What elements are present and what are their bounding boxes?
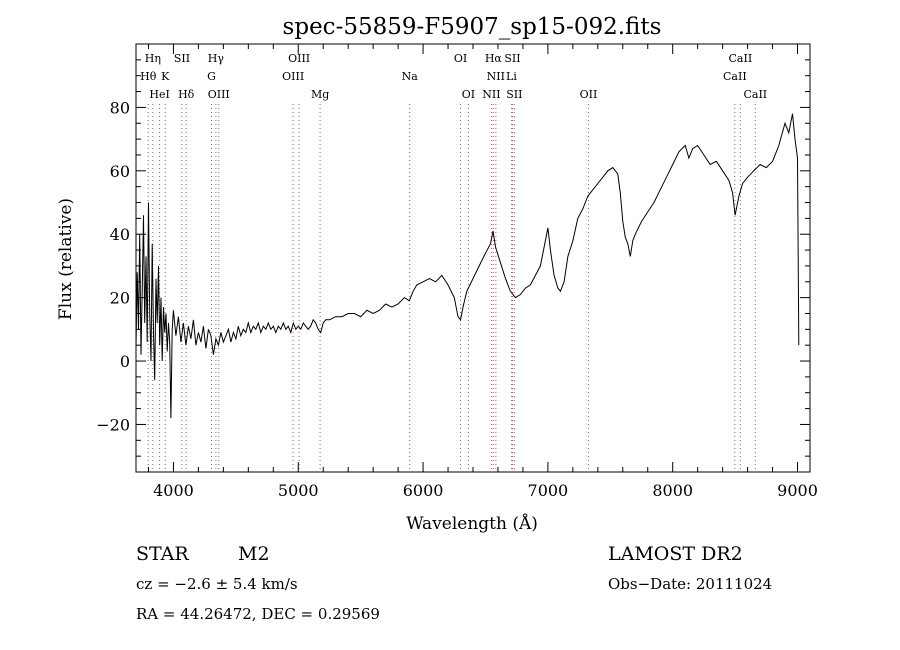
spectral-line-label: OIII (282, 70, 304, 83)
survey-name: LAMOST DR2 (608, 543, 743, 565)
spectral-line-label: K (161, 70, 170, 83)
spectral-line-label: Na (402, 70, 419, 83)
spectral-line-label: SII (506, 88, 522, 101)
spectral-line-label: Hα (485, 52, 503, 65)
spectral-line-label: CaII (743, 88, 767, 101)
object-subclass: M2 (238, 543, 270, 565)
x-tick-label: 9000 (777, 481, 818, 500)
object-type: STAR (136, 543, 189, 565)
y-axis-label: Flux (relative) (56, 198, 76, 320)
redshift-readout: cz = −2.6 ± 5.4 km/s (136, 575, 298, 593)
coordinates-readout: RA = 44.26472, DEC = 0.29569 (136, 605, 380, 623)
spectral-line-label: NII (482, 88, 500, 101)
x-tick-label: 5000 (278, 481, 319, 500)
axis-ticks: 4000 5000 6000 7000 8000 9000 −20 0 20 40 60 80 (96, 44, 818, 500)
spectral-line-label: OIII (288, 52, 310, 65)
chart-title: spec-55859-F5907_sp15-092.fits (283, 14, 662, 40)
spectral-line-label: Mg (311, 88, 329, 101)
x-tick-label: 6000 (403, 481, 444, 500)
spectrum-line (135, 113, 800, 419)
y-tick-label: 40 (110, 225, 130, 244)
spectral-line-label: OIII (208, 88, 230, 101)
observation-date: Obs−Date: 20111024 (608, 575, 772, 593)
x-tick-label: 4000 (153, 481, 194, 500)
spectral-line-label: CaII (723, 70, 747, 83)
spectral-line-label: Hη (145, 52, 161, 65)
y-tick-label: 0 (120, 352, 130, 371)
y-tick-label: 20 (110, 289, 130, 308)
x-axis-label: Wavelength (Å) (406, 513, 538, 534)
spectral-line-label: NII (487, 70, 505, 83)
spectral-line-label: OI (462, 88, 475, 101)
plot-frame (135, 43, 811, 473)
spectral-line-label: G (207, 70, 216, 83)
y-tick-label: −20 (96, 415, 130, 434)
spectral-line-label: SII (174, 52, 190, 65)
spectral-line-label: Li (506, 70, 517, 83)
x-tick-label: 8000 (652, 481, 693, 500)
spectral-line-label: OII (580, 88, 598, 101)
x-tick-label: 7000 (528, 481, 569, 500)
spectral-line-label: CaII (729, 52, 753, 65)
spectral-line-label: Hγ (208, 52, 225, 65)
spectral-line-label: Hδ (178, 88, 195, 101)
y-tick-label: 80 (110, 98, 130, 117)
spectral-line-label: HeI (149, 88, 169, 101)
spectral-line-label: OI (454, 52, 467, 65)
spectral-line-label: Hθ (140, 70, 157, 83)
spectral-line-label: SII (504, 52, 520, 65)
y-tick-label: 60 (110, 162, 130, 181)
